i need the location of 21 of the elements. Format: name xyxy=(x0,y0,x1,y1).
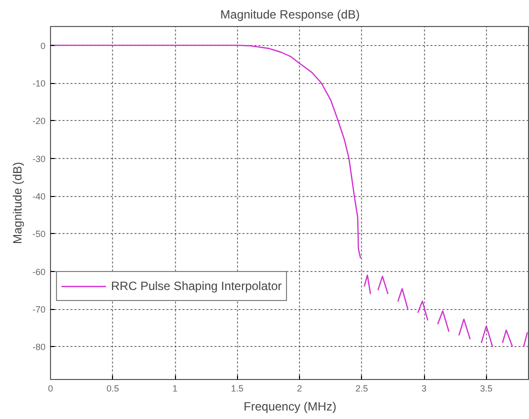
x-tick-label: 3 xyxy=(422,384,427,394)
x-tick-label: 0.5 xyxy=(106,384,120,394)
y-tick-label: -80 xyxy=(32,342,46,352)
y-tick-label: -40 xyxy=(32,192,46,202)
x-tick-label: 1 xyxy=(172,384,178,394)
x-tick-label: 3.5 xyxy=(480,384,493,394)
y-tick-label: 0 xyxy=(40,40,46,51)
x-axis-title: Frequency (MHz) xyxy=(244,400,336,414)
y-tick-label: -20 xyxy=(32,116,46,126)
y-tick-label: -50 xyxy=(32,229,46,240)
chart-title: Magnitude Response (dB) xyxy=(220,8,360,22)
x-tick-label: 2.5 xyxy=(356,384,368,394)
y-tick-label: -10 xyxy=(32,78,46,89)
x-tick-label: 0 xyxy=(48,384,54,394)
y-tick-label: -30 xyxy=(32,154,46,164)
y-axis-title: Magnitude (dB) xyxy=(10,162,24,244)
x-tick-label: 1.5 xyxy=(231,384,244,394)
legend-label: RRC Pulse Shaping Interpolator xyxy=(111,279,282,293)
y-tick-label: -60 xyxy=(32,266,46,277)
x-tick-label: 2 xyxy=(297,384,302,394)
y-tick-label: -70 xyxy=(32,304,46,315)
